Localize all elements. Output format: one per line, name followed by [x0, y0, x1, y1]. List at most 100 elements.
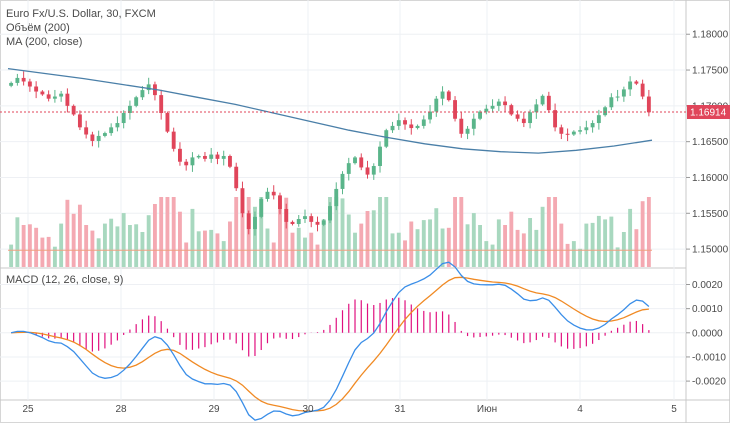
candle-body	[471, 118, 476, 129]
candle-body	[278, 195, 282, 209]
candle-body	[221, 155, 226, 159]
volume-bar	[71, 213, 76, 267]
candle-body	[246, 213, 251, 230]
volume-bar	[359, 223, 364, 267]
volume-bar	[415, 229, 420, 267]
candle-body	[603, 107, 608, 116]
volume-bar	[371, 210, 376, 267]
volume-bar	[509, 211, 514, 267]
price-tick-label: 1.16500	[692, 137, 729, 148]
volume-bar	[77, 204, 82, 267]
chart-title: Euro Fx/U.S. Dollar, 30, FXCM	[6, 8, 156, 20]
volume-bar	[546, 197, 551, 267]
volume-bar	[303, 237, 307, 267]
candle-body	[65, 93, 70, 106]
candle-body	[303, 216, 307, 220]
volume-bar	[603, 219, 608, 267]
candle-body	[578, 130, 583, 132]
last-price-badge	[687, 105, 730, 120]
volume-bar	[146, 215, 151, 267]
candle-body	[127, 105, 132, 114]
volume-bar	[365, 211, 370, 267]
candle-body	[171, 131, 176, 149]
candle-body	[453, 100, 457, 119]
volume-bar	[228, 221, 232, 267]
candle-body	[446, 91, 451, 101]
candle-body	[9, 82, 14, 86]
volume-bar	[259, 197, 264, 267]
volume-bar	[571, 241, 576, 267]
volume-bar	[615, 247, 620, 267]
volume-bar	[515, 229, 520, 267]
volume-bar	[315, 244, 320, 267]
candle-body	[621, 89, 626, 97]
volume-bar	[296, 227, 301, 267]
candle-body	[509, 105, 514, 115]
candle-body	[359, 157, 364, 168]
volume-bar	[321, 219, 326, 267]
candle-body	[321, 220, 326, 225]
volume-bar	[21, 225, 26, 267]
candle-body	[459, 118, 464, 134]
candle-body	[190, 157, 195, 166]
volume-bar	[609, 216, 614, 267]
macd-label: MACD (12, 26, close, 9)	[6, 274, 124, 286]
volume-bar	[646, 197, 651, 267]
candle-body	[21, 77, 26, 82]
volume-bar	[459, 197, 464, 267]
volume-bar	[253, 206, 257, 267]
candle-body	[315, 221, 320, 225]
volume-bar	[127, 225, 132, 267]
volume-bar	[465, 224, 470, 267]
candle-body	[528, 112, 533, 124]
candle-body	[584, 127, 589, 131]
ma-label: MA (200, close)	[6, 36, 83, 48]
volume-bar	[115, 226, 120, 267]
volume-bar	[96, 238, 101, 267]
candle-body	[102, 133, 107, 136]
candle-body	[440, 91, 445, 99]
volume-bar	[340, 198, 345, 267]
candle-body	[253, 216, 257, 230]
candle-body	[628, 81, 633, 90]
price-tick-label: 1.17500	[692, 66, 729, 77]
candle-body	[178, 148, 182, 162]
candle-body	[134, 97, 139, 106]
candle-body	[503, 101, 508, 106]
volume-bar	[384, 197, 389, 267]
candle-body	[115, 123, 120, 128]
volume-bar	[421, 220, 426, 267]
candle-body	[484, 108, 489, 112]
volume-bar	[559, 223, 564, 267]
macd-line	[10, 261, 650, 421]
time-tick-label: 28	[115, 404, 127, 415]
candle-body	[121, 113, 126, 124]
candle-body	[96, 135, 101, 141]
volume-bar	[221, 241, 226, 267]
volume-bar	[159, 197, 164, 267]
macd-panel	[10, 261, 650, 421]
volume-bar	[140, 232, 145, 267]
volume-bar	[440, 228, 445, 267]
candle-body	[353, 157, 357, 164]
volume-bar	[634, 229, 639, 267]
candle-body	[346, 163, 351, 174]
candle-body	[546, 95, 551, 111]
ma-200-path	[7, 67, 653, 154]
candle-body	[290, 221, 295, 225]
volume-bar	[9, 244, 14, 267]
price-tick-label: 1.15000	[692, 245, 729, 256]
candle-body	[565, 133, 570, 135]
candle-body	[265, 191, 270, 199]
axes: 1.180001.175001.170001.165001.160001.155…	[0, 30, 730, 415]
volume-bar	[590, 222, 595, 267]
volume-bar	[278, 197, 282, 267]
volume-bar	[165, 197, 170, 267]
macd-tick-label: 0.0000	[692, 328, 723, 339]
candle-body	[59, 93, 64, 97]
time-tick-label: 4	[577, 404, 583, 415]
candle-body	[646, 96, 651, 113]
volume-bar	[65, 199, 70, 267]
time-tick-label: Июн	[477, 404, 497, 415]
